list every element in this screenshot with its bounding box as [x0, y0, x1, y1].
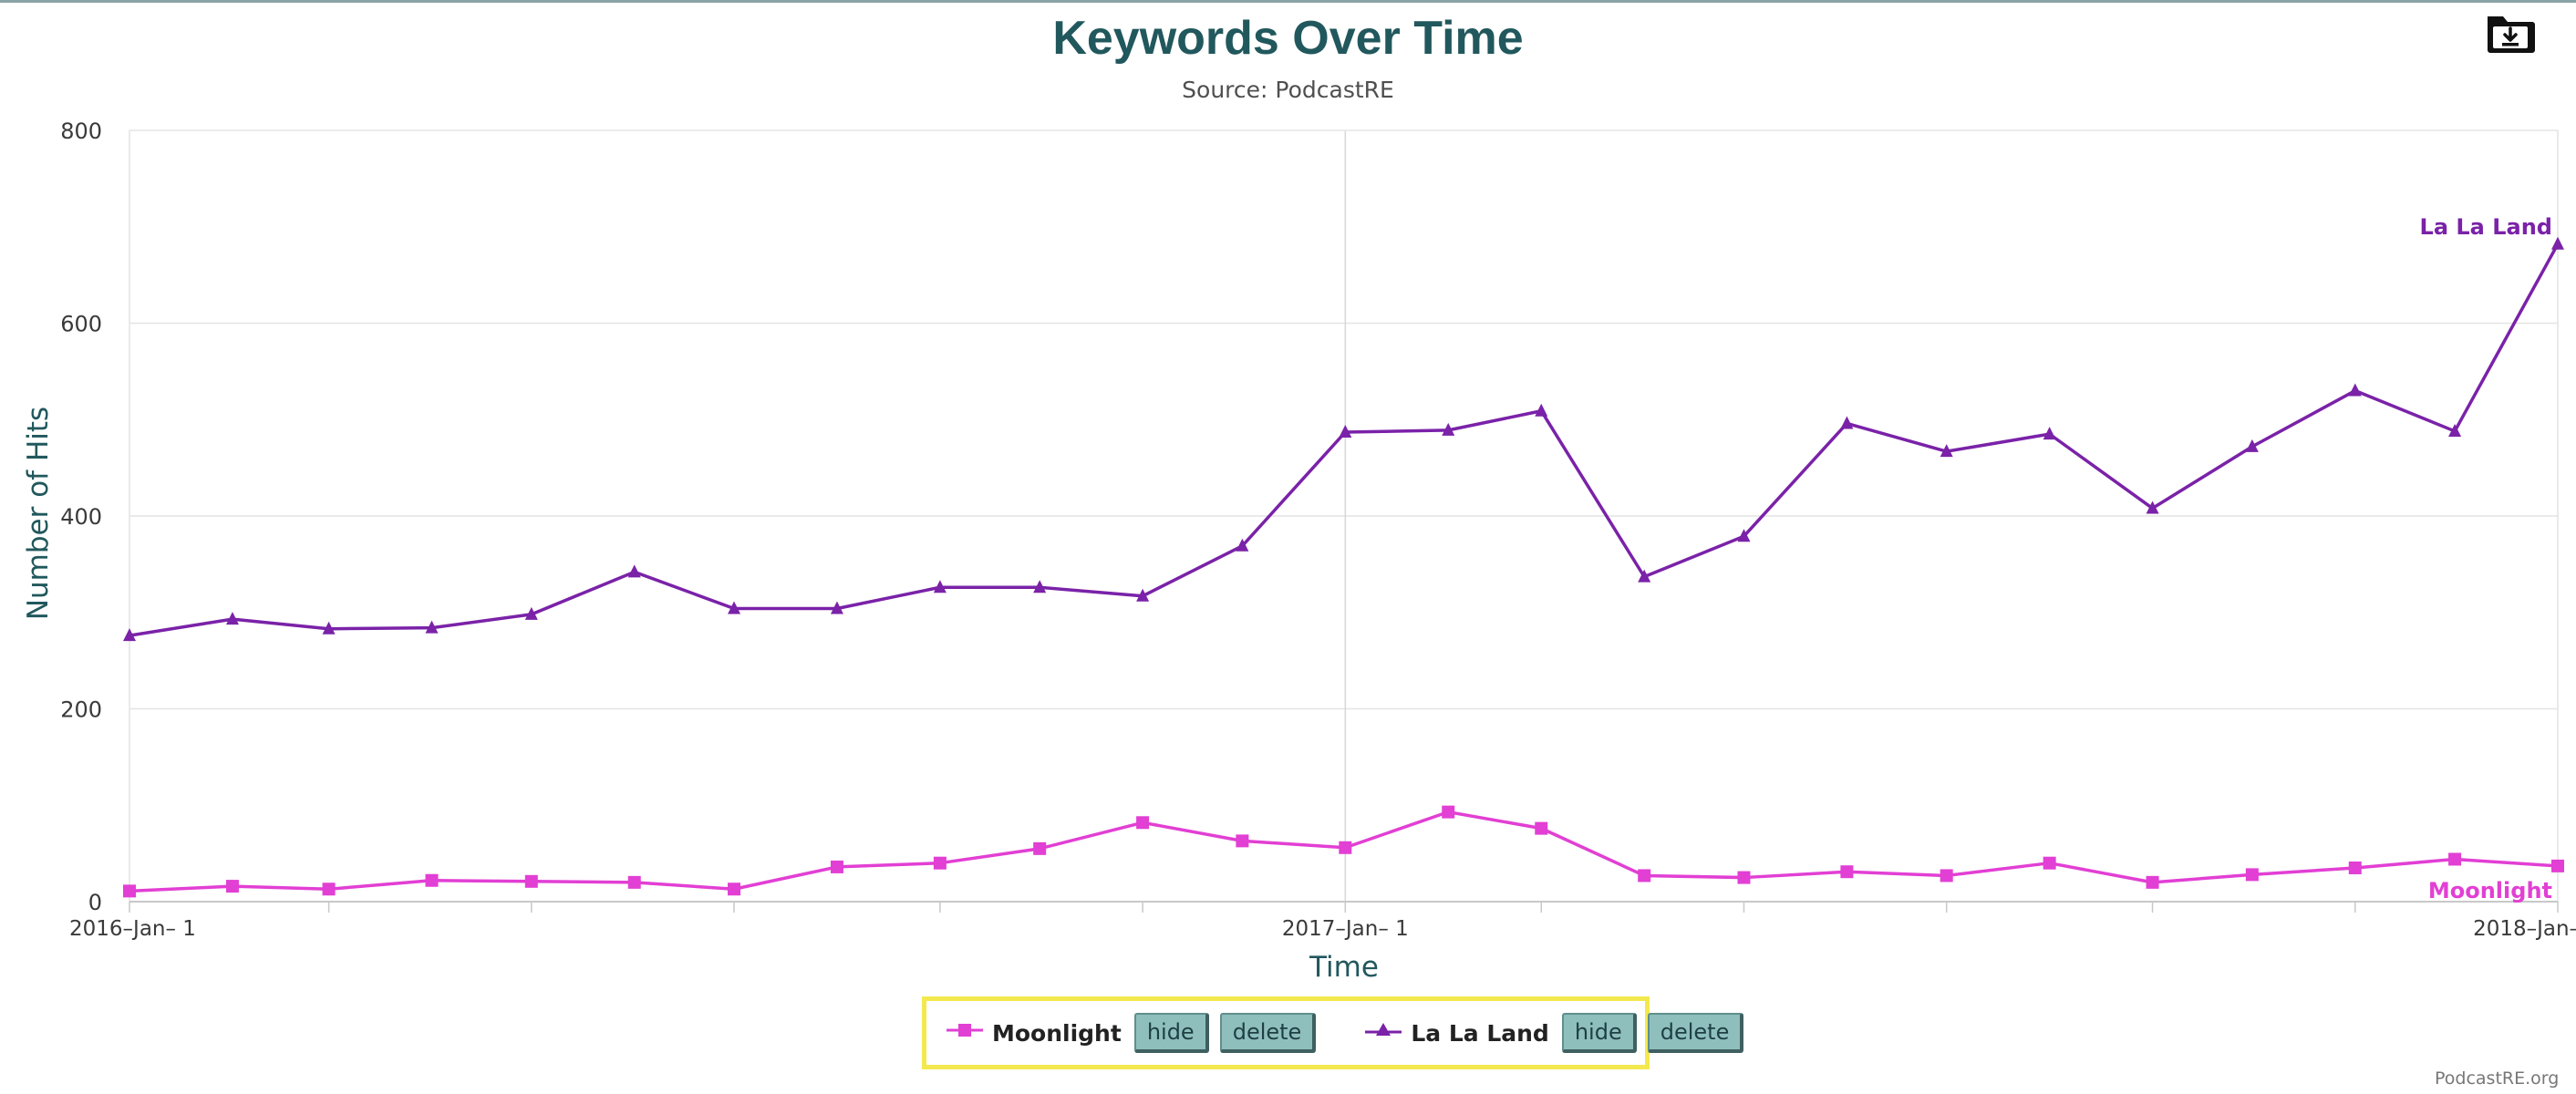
- data-point: [1638, 569, 1651, 583]
- data-point: [524, 606, 538, 620]
- legend-label: Moonlight: [992, 1019, 1122, 1047]
- y-tick-label: 200: [60, 697, 102, 723]
- data-point: [1236, 834, 1249, 848]
- data-point: [123, 884, 136, 898]
- data-point: [2348, 861, 2362, 874]
- data-point: [2245, 439, 2259, 452]
- y-tick-label: 600: [60, 312, 102, 337]
- legend-item-la-la-land[interactable]: La La Land hide delete: [1363, 1013, 1754, 1053]
- data-point: [1638, 869, 1651, 882]
- data-point: [1136, 588, 1150, 602]
- series-end-label: Moonlight: [2428, 878, 2552, 903]
- data-point: [2448, 423, 2462, 437]
- delete-button[interactable]: delete: [1219, 1013, 1317, 1053]
- y-axis-label: Number of Hits: [22, 407, 55, 620]
- data-point: [1535, 821, 1548, 835]
- data-point: [1442, 805, 1455, 819]
- data-point: [2551, 236, 2564, 250]
- data-point: [123, 628, 136, 642]
- series: Moonlight La La Land: [123, 214, 2564, 903]
- axes: 0 200 400 600 800 2016–Jan– 1 2017–Jan– 1 2018–…: [60, 119, 2576, 941]
- data-point: [830, 860, 843, 873]
- delete-button[interactable]: delete: [1647, 1013, 1744, 1053]
- data-point: [225, 612, 239, 625]
- data-point: [1940, 869, 1953, 882]
- data-point: [2551, 859, 2564, 872]
- data-point: [1442, 422, 1455, 436]
- data-point: [524, 874, 538, 888]
- data-point: [1840, 416, 1854, 429]
- data-point: [1136, 816, 1150, 830]
- data-point: [627, 875, 641, 889]
- data-point: [1033, 841, 1047, 855]
- data-point: [322, 621, 336, 635]
- data-point: [1339, 841, 1352, 854]
- data-point: [933, 580, 947, 593]
- y-tick-label: 400: [60, 504, 102, 530]
- data-point: [2245, 868, 2259, 882]
- chart-title: Keywords Over Time: [1052, 12, 1524, 65]
- data-point: [2146, 875, 2159, 889]
- legend-label: La La Land: [1411, 1019, 1549, 1047]
- y-tick-label: 0: [88, 890, 102, 915]
- data-point: [933, 856, 947, 870]
- data-point: [1840, 865, 1854, 879]
- top-border: [0, 0, 2576, 3]
- data-point: [1339, 424, 1352, 438]
- legend-square-marker-icon: [947, 1024, 983, 1037]
- legend: Moonlight hide delete La La Land hide de…: [922, 996, 1744, 1069]
- data-point: [2448, 852, 2462, 866]
- data-point: [2043, 856, 2056, 870]
- series-line: [129, 243, 2560, 637]
- legend-triangle-marker-icon: [1365, 1023, 1402, 1036]
- series-end-label: La La Land: [2420, 214, 2552, 240]
- data-point: [1033, 580, 1047, 593]
- data-point: [322, 882, 336, 896]
- data-point: [728, 882, 741, 896]
- data-point: [425, 620, 439, 634]
- credit-text: PodcastRE.org: [2435, 1068, 2560, 1089]
- x-axis-label: Time: [1309, 951, 1379, 984]
- x-tick-label: 2018–Jan– 1: [2473, 917, 2576, 941]
- data-point: [728, 601, 741, 614]
- x-tick-label: 2017–Jan– 1: [1282, 917, 1409, 941]
- hide-button[interactable]: hide: [1133, 1013, 1209, 1053]
- folder-download-icon[interactable]: [2485, 9, 2536, 55]
- data-point: [2348, 383, 2362, 397]
- data-point: [1940, 444, 1953, 458]
- data-point: [1737, 871, 1751, 884]
- chart-subtitle: Source: PodcastRE: [1182, 77, 1394, 103]
- y-tick-label: 800: [60, 119, 102, 144]
- data-point: [1535, 403, 1548, 417]
- data-point: [425, 873, 439, 887]
- data-point: [2043, 427, 2056, 440]
- data-point: [2146, 501, 2159, 514]
- grid: [129, 129, 2559, 903]
- data-point: [627, 564, 641, 578]
- data-point: [830, 601, 843, 614]
- data-point: [1236, 538, 1249, 552]
- x-tick-label: 2016–Jan– 1: [69, 917, 196, 941]
- data-point: [1737, 529, 1751, 542]
- legend-item-moonlight[interactable]: Moonlight hide delete: [945, 1013, 1327, 1053]
- data-point: [225, 880, 239, 893]
- hide-button[interactable]: hide: [1561, 1013, 1637, 1053]
